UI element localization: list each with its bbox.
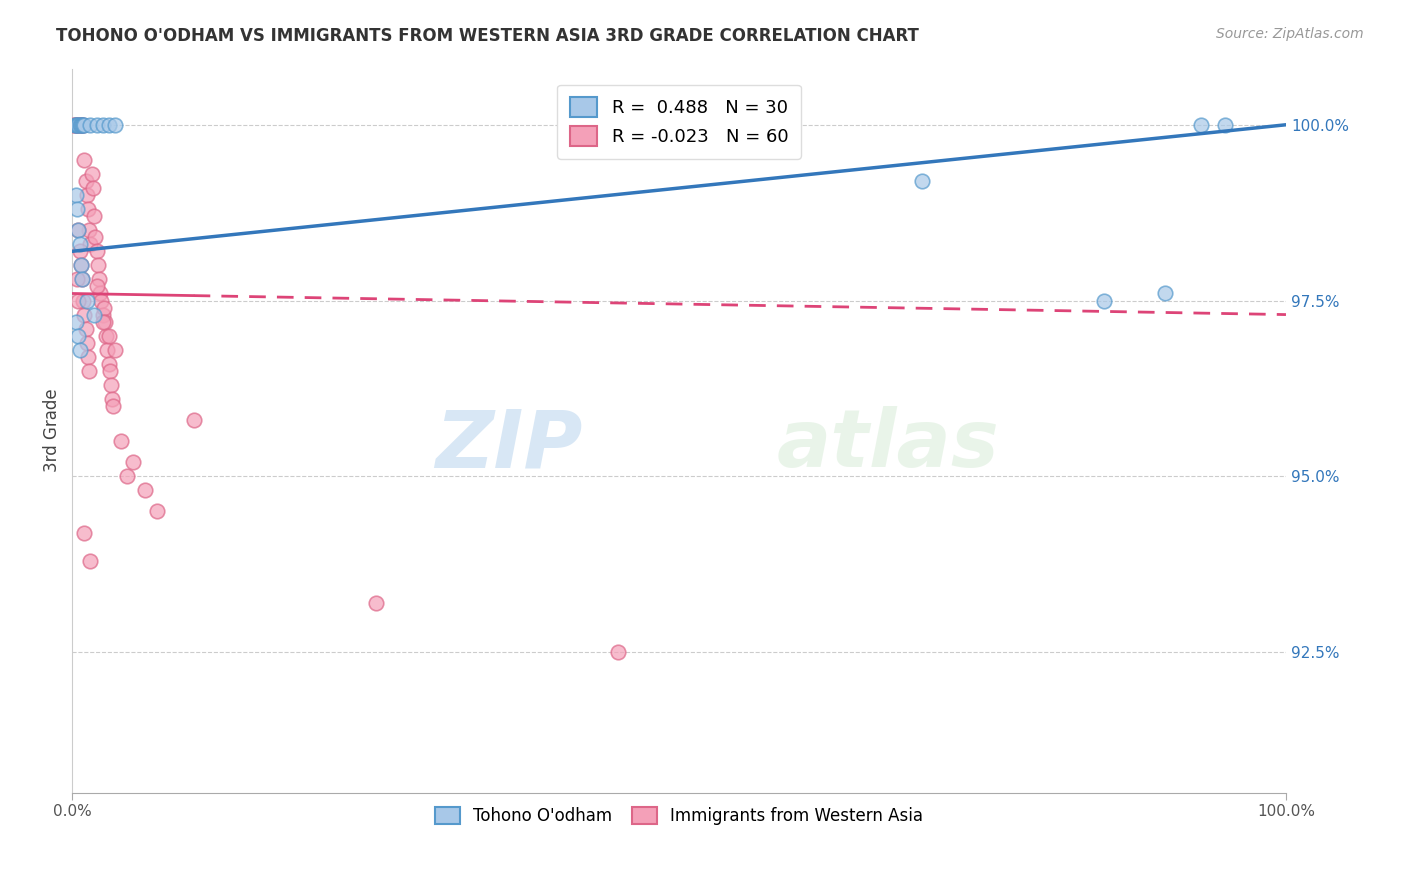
Point <box>77 364 100 378</box>
Point <box>607 645 630 659</box>
Point <box>65 315 87 329</box>
Point <box>96 343 118 357</box>
Point <box>90 293 112 308</box>
Point <box>96 328 118 343</box>
Point <box>72 118 94 132</box>
Y-axis label: 3rd Grade: 3rd Grade <box>44 389 60 473</box>
Point <box>79 237 101 252</box>
Point <box>83 308 105 322</box>
Point <box>69 118 91 132</box>
Point <box>65 118 87 132</box>
Point <box>89 286 111 301</box>
Text: TOHONO O'ODHAM VS IMMIGRANTS FROM WESTERN ASIA 3RD GRADE CORRELATION CHART: TOHONO O'ODHAM VS IMMIGRANTS FROM WESTER… <box>56 27 920 45</box>
Point <box>364 596 387 610</box>
Point <box>73 308 96 322</box>
Point <box>93 301 115 315</box>
Point <box>73 525 96 540</box>
Point <box>183 413 205 427</box>
Point <box>97 357 120 371</box>
Point <box>69 118 91 132</box>
Point <box>75 321 97 335</box>
Point <box>69 244 91 259</box>
Point <box>1153 286 1175 301</box>
Point <box>66 272 89 286</box>
Point <box>77 350 100 364</box>
Point <box>67 293 90 308</box>
Point <box>134 483 156 498</box>
Point <box>65 188 87 202</box>
Point <box>70 118 93 132</box>
Point <box>110 434 132 449</box>
Point <box>77 223 100 237</box>
Point <box>69 118 91 132</box>
Point <box>66 118 89 132</box>
Point <box>66 118 89 132</box>
Text: ZIP: ZIP <box>434 406 582 484</box>
Point <box>83 209 105 223</box>
Point <box>69 237 91 252</box>
Point <box>67 118 90 132</box>
Point <box>1092 293 1115 308</box>
Legend: Tohono O'odham, Immigrants from Western Asia: Tohono O'odham, Immigrants from Western … <box>425 797 934 835</box>
Point <box>67 118 90 132</box>
Point <box>70 118 93 132</box>
Point <box>79 118 101 132</box>
Point <box>75 174 97 188</box>
Point <box>79 554 101 568</box>
Point <box>86 244 108 259</box>
Point <box>104 118 127 132</box>
Point <box>97 328 120 343</box>
Point <box>91 308 114 322</box>
Point <box>87 272 110 286</box>
Point <box>69 343 91 357</box>
Point <box>94 315 117 329</box>
Point <box>65 118 87 132</box>
Point <box>77 202 100 216</box>
Point <box>69 118 91 132</box>
Point <box>73 153 96 167</box>
Point <box>67 223 90 237</box>
Point <box>70 272 93 286</box>
Point <box>1213 118 1236 132</box>
Point <box>1189 118 1212 132</box>
Point <box>76 293 98 308</box>
Point <box>63 118 86 132</box>
Point <box>80 167 103 181</box>
Point <box>91 315 114 329</box>
Point <box>63 118 86 132</box>
Point <box>73 118 96 132</box>
Text: atlas: atlas <box>776 406 998 484</box>
Point <box>67 223 90 237</box>
Point <box>84 230 107 244</box>
Point <box>69 259 91 273</box>
Point <box>86 279 108 293</box>
Point <box>98 364 121 378</box>
Point <box>72 293 94 308</box>
Point <box>67 328 90 343</box>
Point <box>97 118 120 132</box>
Point <box>66 202 89 216</box>
Point <box>76 188 98 202</box>
Point <box>146 504 169 518</box>
Point <box>62 118 84 132</box>
Point <box>82 181 104 195</box>
Point <box>115 469 138 483</box>
Point <box>86 118 108 132</box>
Point <box>72 118 94 132</box>
Point <box>69 259 91 273</box>
Point <box>104 343 127 357</box>
Point <box>87 259 110 273</box>
Point <box>76 335 98 350</box>
Text: Source: ZipAtlas.com: Source: ZipAtlas.com <box>1216 27 1364 41</box>
Point <box>101 392 124 406</box>
Point <box>91 118 114 132</box>
Point <box>103 399 125 413</box>
Point <box>122 455 145 469</box>
Point <box>911 174 934 188</box>
Point <box>100 377 122 392</box>
Point <box>70 272 93 286</box>
